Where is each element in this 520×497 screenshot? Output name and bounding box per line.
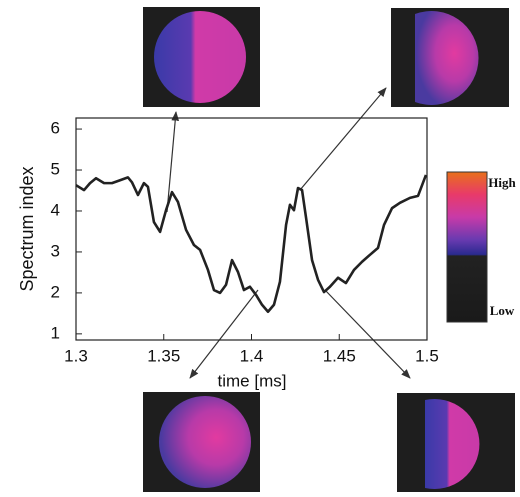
y-tick-label: 5 — [51, 160, 60, 179]
inset-image — [391, 8, 509, 107]
inset-image — [143, 392, 260, 492]
inset-image — [397, 393, 515, 492]
x-tick-label: 1.5 — [415, 346, 439, 365]
x-tick-label: 1.3 — [64, 346, 88, 365]
x-tick-label: 1.4 — [240, 346, 264, 365]
y-tick-label: 6 — [51, 119, 60, 138]
data-line — [75, 174, 428, 314]
x-axis-label: time [ms] — [218, 371, 287, 390]
arrows — [166, 87, 411, 379]
plot-frame — [75, 117, 428, 341]
y-tick-label: 1 — [51, 323, 60, 342]
x-tick-label: 1.35 — [147, 346, 180, 365]
y-axis-label: Spectrum index — [17, 166, 37, 291]
inset-image — [143, 7, 260, 107]
y-tick-label: 4 — [51, 200, 60, 219]
colorbar-high-label: High — [488, 175, 516, 190]
colorbar — [446, 171, 488, 323]
colorbar-low-label: Low — [490, 303, 515, 318]
x-tick-label: 1.45 — [323, 346, 356, 365]
y-tick-label: 3 — [51, 241, 60, 260]
y-tick-label: 2 — [51, 282, 60, 301]
